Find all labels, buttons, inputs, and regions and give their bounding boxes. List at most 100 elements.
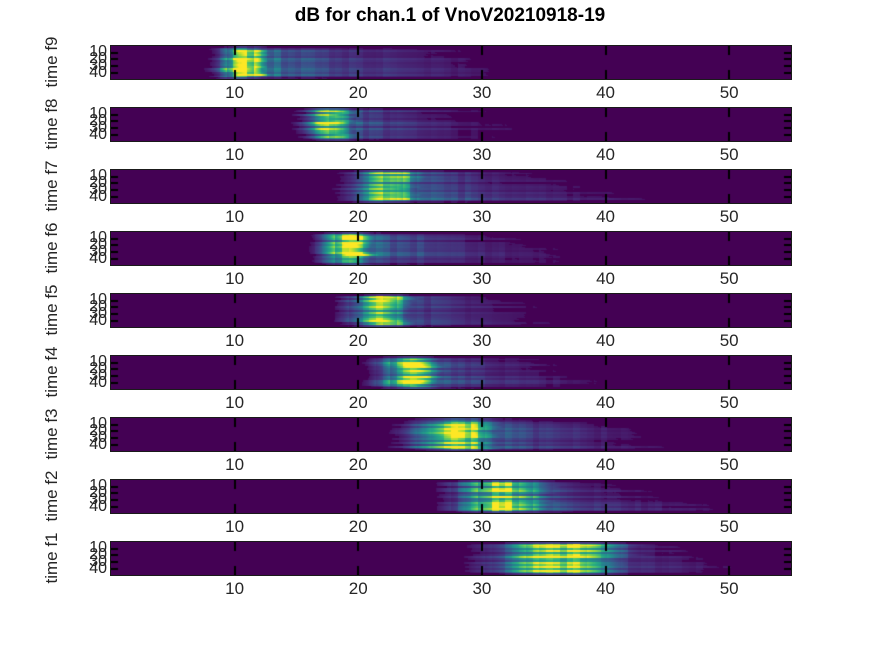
x-tick-label: 20 xyxy=(348,207,368,226)
heatmap-f2 xyxy=(111,480,791,513)
heatmap-f9 xyxy=(111,46,791,79)
x-tick-label: 30 xyxy=(472,517,492,536)
y-tick-label: 30 xyxy=(89,366,107,384)
y-tick-label: 20 xyxy=(89,297,107,315)
heatmap-band xyxy=(110,169,792,204)
y-axis-label: time f7 xyxy=(42,160,61,212)
x-tick-label: 20 xyxy=(348,579,368,598)
figure-title: dB for chan.1 of VnoV20210918-19 xyxy=(294,5,606,26)
x-tick-label: 10 xyxy=(225,393,245,412)
y-tick-label: 10 xyxy=(89,167,107,185)
x-tick-label: 50 xyxy=(719,579,739,598)
heatmap-band xyxy=(110,107,792,142)
y-tick-label: 30 xyxy=(89,118,107,136)
y-tick-label: 40 xyxy=(89,559,107,577)
heatmap-band xyxy=(110,541,792,576)
y-tick-label: 40 xyxy=(89,249,107,267)
y-tick-label: 20 xyxy=(89,421,107,439)
heatmap-band xyxy=(110,479,792,514)
x-tick-label: 40 xyxy=(596,207,615,226)
x-tick-label: 50 xyxy=(719,517,739,536)
x-tick-label: 50 xyxy=(719,207,739,226)
y-tick-label: 40 xyxy=(89,497,107,515)
heatmap-f7 xyxy=(111,170,791,203)
x-tick-label: 10 xyxy=(225,269,245,288)
x-tick-label: 50 xyxy=(719,145,739,164)
heatmap-band xyxy=(110,355,792,390)
y-tick-label: 10 xyxy=(89,353,107,371)
y-axis-label: time f3 xyxy=(42,408,61,460)
x-tick-label: 30 xyxy=(472,331,492,350)
x-tick-label: 40 xyxy=(596,269,615,288)
x-tick-label: 50 xyxy=(719,331,739,350)
subplot-row-time-f6: time f6 10 20 30 40 10 20 30 40 50 xyxy=(0,222,871,293)
y-tick-label: 40 xyxy=(89,311,107,329)
x-tick-label: 30 xyxy=(472,83,492,102)
x-tick-label: 20 xyxy=(348,331,368,350)
x-tick-label: 40 xyxy=(596,517,615,536)
x-tick-label: 20 xyxy=(348,269,368,288)
y-tick-label: 40 xyxy=(89,435,107,453)
x-tick-label: 40 xyxy=(596,331,615,350)
x-tick-label: 30 xyxy=(472,207,492,226)
subplot-row-time-f8: time f8 10 20 30 40 10 20 30 40 50 xyxy=(0,98,871,169)
y-tick-label: 30 xyxy=(89,180,107,198)
heatmap-band xyxy=(110,45,792,80)
y-tick-label: 10 xyxy=(89,415,107,433)
x-tick-label: 20 xyxy=(348,517,368,536)
heatmap-band xyxy=(110,293,792,328)
y-tick-label: 30 xyxy=(89,304,107,322)
x-tick-label: 10 xyxy=(225,145,245,164)
y-tick-label: 20 xyxy=(89,359,107,377)
y-tick-label: 40 xyxy=(89,187,107,205)
subplot-row-time-f9: time f9 10 20 30 40 10 20 30 40 50 xyxy=(0,36,871,107)
y-tick-label: 20 xyxy=(89,545,107,563)
x-tick-label: 30 xyxy=(472,145,492,164)
x-tick-label: 40 xyxy=(596,455,615,474)
subplot-row-time-f7: time f7 10 20 30 40 10 20 30 40 50 xyxy=(0,160,871,231)
y-tick-label: 40 xyxy=(89,125,107,143)
x-tick-label: 30 xyxy=(472,455,492,474)
y-tick-label: 20 xyxy=(89,483,107,501)
x-tick-label: 20 xyxy=(348,83,368,102)
y-tick-label: 20 xyxy=(89,49,107,67)
y-axis-label: time f5 xyxy=(42,284,61,336)
y-axis-label: time f6 xyxy=(42,222,61,274)
subplot-row-time-f2: time f2 10 20 30 40 10 20 30 40 50 xyxy=(0,470,871,541)
x-tick-label: 40 xyxy=(596,579,615,598)
y-axis-label: time f8 xyxy=(42,98,61,150)
x-tick-label: 40 xyxy=(596,393,615,412)
x-tick-label: 20 xyxy=(348,145,368,164)
y-axis-label: time f4 xyxy=(42,346,61,398)
y-axis-label: time f9 xyxy=(42,36,61,88)
y-tick-label: 10 xyxy=(89,105,107,123)
y-tick-label: 30 xyxy=(89,242,107,260)
y-tick-label: 30 xyxy=(89,552,107,570)
x-tick-label: 50 xyxy=(719,393,739,412)
x-tick-label: 10 xyxy=(225,455,245,474)
y-tick-label: 10 xyxy=(89,291,107,309)
x-tick-label: 40 xyxy=(596,83,615,102)
x-tick-label: 10 xyxy=(225,331,245,350)
x-tick-label: 30 xyxy=(472,393,492,412)
y-tick-label: 40 xyxy=(89,373,107,391)
x-tick-label: 40 xyxy=(596,145,615,164)
x-tick-label: 10 xyxy=(225,83,245,102)
subplot-row-time-f5: time f5 10 20 30 40 10 20 30 40 50 xyxy=(0,284,871,355)
heatmap-f4 xyxy=(111,356,791,389)
y-tick-label: 20 xyxy=(89,173,107,191)
x-tick-label: 10 xyxy=(225,517,245,536)
x-tick-label: 30 xyxy=(472,579,492,598)
x-tick-label: 20 xyxy=(348,393,368,412)
y-axis-label: time f1 xyxy=(42,532,61,584)
heatmap-f5 xyxy=(111,294,791,327)
x-tick-label: 50 xyxy=(719,455,739,474)
x-tick-label: 50 xyxy=(719,269,739,288)
y-tick-label: 10 xyxy=(89,539,107,557)
heatmap-f1 xyxy=(111,542,791,575)
y-tick-label: 10 xyxy=(89,477,107,495)
y-axis-label: time f2 xyxy=(42,470,61,522)
heatmap-f6 xyxy=(111,232,791,265)
y-tick-label: 30 xyxy=(89,490,107,508)
